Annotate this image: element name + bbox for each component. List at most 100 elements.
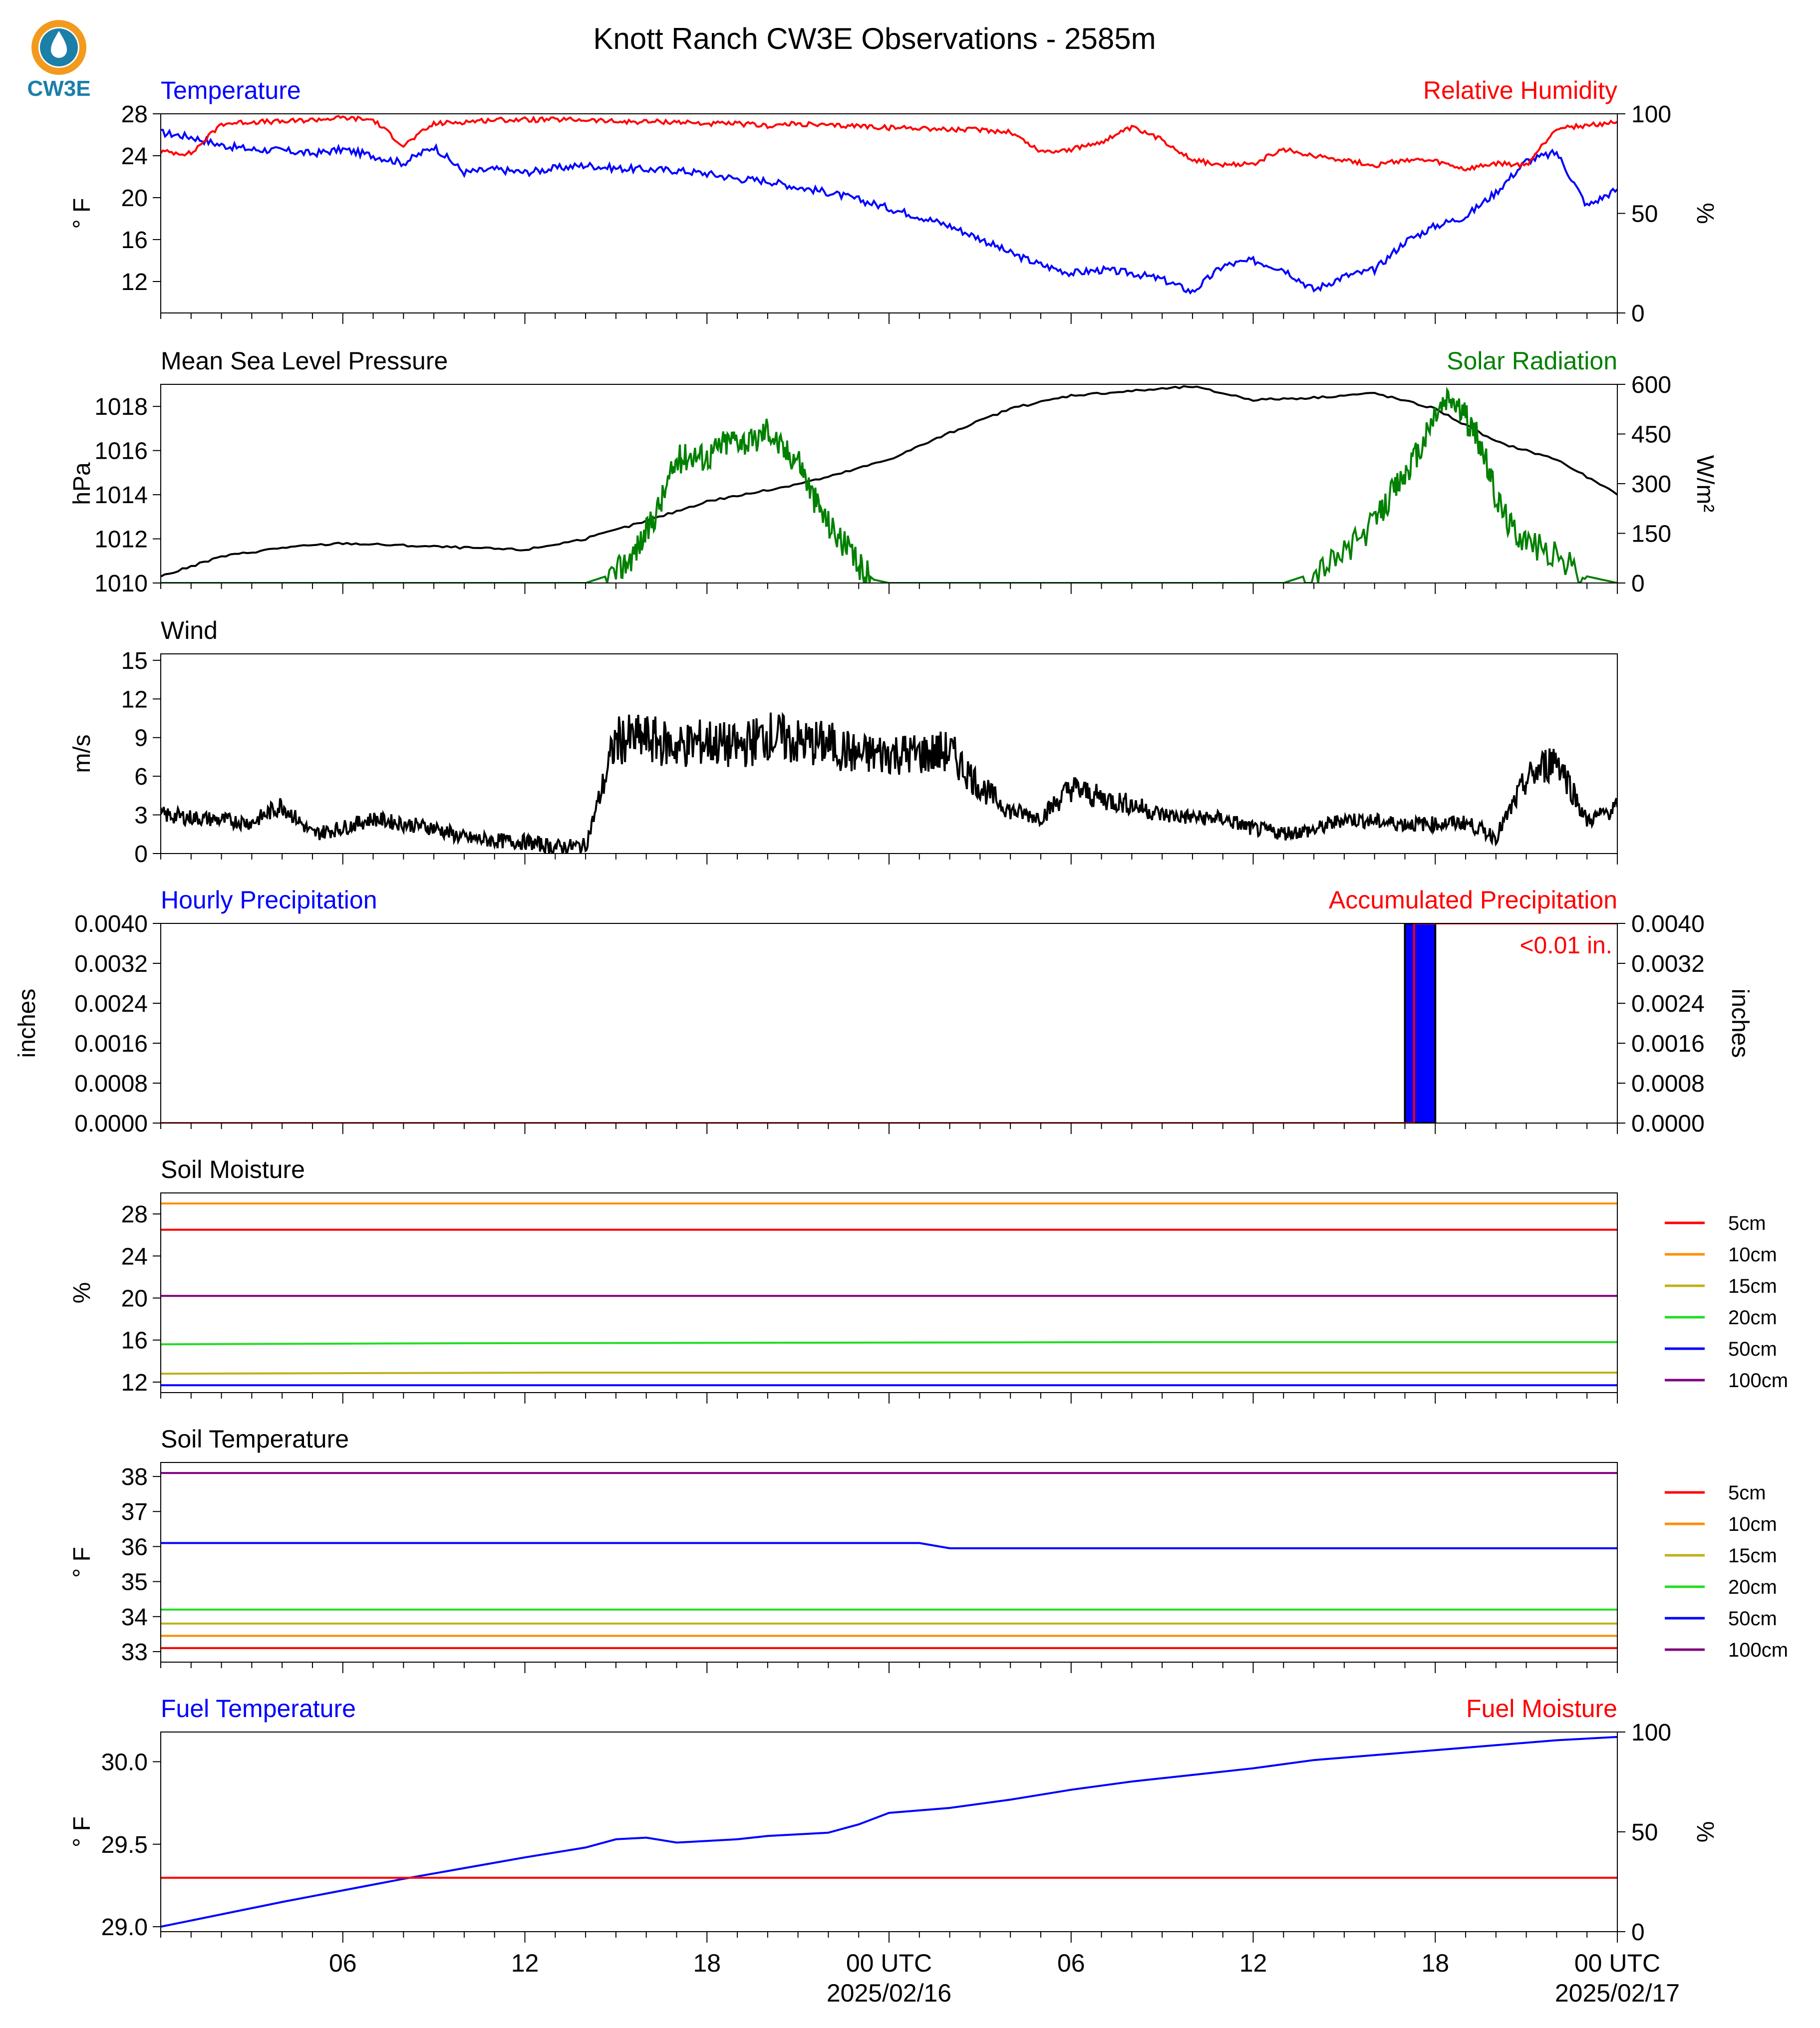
y-tick-label: 34 (121, 1604, 148, 1631)
legend-label: 15cm (1728, 1275, 1777, 1297)
logo-ring (31, 20, 86, 75)
y-tick-label: 38 (121, 1464, 148, 1490)
panel-title-right: Accumulated Precipitation (1329, 886, 1617, 914)
series-relative-humidity (161, 115, 1617, 172)
y2-tick-label: 50 (1631, 201, 1658, 228)
y-tick-label: 1014 (94, 482, 148, 509)
panel-soil_moisture: Soil Moisture 28 24 20 16 12% 5cm 10cm 15cm 20cm 5… (69, 1156, 1788, 1404)
legend-label: 50cm (1728, 1338, 1777, 1360)
cw3e-logo: CW3E (27, 20, 91, 101)
legend-label: 10cm (1728, 1244, 1777, 1266)
plot-area (161, 385, 1617, 583)
legend-label: 20cm (1728, 1576, 1777, 1598)
y-tick-label: 24 (121, 143, 148, 170)
panel-title-right: Relative Humidity (1423, 76, 1617, 104)
y-tick-label: 15 (121, 648, 148, 674)
panel-title-right: Fuel Moisture (1466, 1695, 1617, 1723)
y2-tick-label: 600 (1631, 372, 1671, 398)
y-tick-label: 0.0032 (74, 951, 148, 977)
plot-frame (160, 923, 1618, 1124)
y-tick-label: 0 (134, 841, 148, 868)
y-tick-label: 28 (121, 101, 148, 128)
legend-label: 100cm (1728, 1370, 1788, 1392)
panel-title-left: Wind (161, 616, 218, 644)
y-tick-label: 0.0008 (74, 1071, 148, 1097)
panel-title-left: Mean Sea Level Pressure (161, 347, 448, 375)
precip-bar (1404, 923, 1437, 1123)
y2-tick-label: 150 (1631, 521, 1671, 548)
y2-axis-label: inches (1727, 989, 1753, 1058)
series-solar-radiation (161, 386, 1617, 583)
y2-axis-label: % (1692, 203, 1718, 224)
legend-label: 100cm (1728, 1639, 1788, 1661)
y-tick-label: 12 (121, 1370, 148, 1396)
y2-tick-label: 450 (1631, 422, 1671, 448)
panel-title-right: Solar Radiation (1447, 347, 1617, 375)
x-tick-label: 00 UTC (846, 1949, 932, 1977)
y-tick-label: 16 (121, 1328, 148, 1354)
y-tick-label: 12 (121, 269, 148, 295)
series-fuel-temperature (161, 1736, 1617, 1928)
panel-fuel: Fuel Temperature Fuel Moisture 30.0 29.5 29.… (69, 1695, 1718, 1946)
y-tick-label: 0.0040 (74, 911, 148, 937)
panel-precipitation: Hourly Precipitation Accumulated Precipit… (14, 886, 1753, 1137)
series-wind (161, 712, 1617, 854)
x-tick-label: 18 (693, 1949, 721, 1977)
y2-tick-label: 0.0000 (1631, 1111, 1705, 1137)
y2-tick-label: 100 (1631, 101, 1671, 128)
plot-frame (160, 1192, 1618, 1393)
y2-tick-label: 0.0024 (1631, 991, 1705, 1017)
y-tick-label: 3 (134, 803, 148, 829)
plot-frame (160, 384, 1618, 583)
y-axis-label: ° F (69, 198, 95, 229)
series-mean-sea-level-pressure (161, 385, 1617, 578)
y-tick-label: 1018 (94, 394, 148, 420)
y-tick-label: 1012 (94, 527, 148, 553)
legend-label: 50cm (1728, 1608, 1777, 1630)
x-tick-label: 06 (1057, 1949, 1085, 1977)
series-accumulated-precipitation (161, 923, 1617, 1123)
y2-tick-label: 50 (1631, 1819, 1658, 1846)
y2-axis-label: % (1692, 1821, 1718, 1843)
y-tick-label: 20 (121, 1286, 148, 1312)
panel-title-left: Temperature (161, 76, 301, 104)
y-axis-label: inches (14, 989, 40, 1058)
y2-tick-label: 0.0040 (1631, 911, 1705, 937)
y-tick-label: 0.0016 (74, 1031, 148, 1057)
y-tick-label: 1016 (94, 438, 148, 465)
y2-tick-label: 0.0032 (1631, 951, 1705, 977)
y-axis-label: m/s (69, 734, 95, 773)
x-tick-label: 06 (329, 1949, 357, 1977)
y-tick-label: 36 (121, 1534, 148, 1560)
logo-text: CW3E (27, 76, 90, 101)
x-date-label: 2025/02/17 (1555, 1979, 1680, 2007)
y2-tick-label: 300 (1631, 471, 1671, 498)
precip-annotation: <0.01 in. (1520, 932, 1612, 959)
y-tick-label: 35 (121, 1569, 148, 1596)
legend-label: 5cm (1728, 1482, 1766, 1504)
legend-label: 5cm (1728, 1212, 1766, 1234)
y-tick-label: 30.0 (101, 1749, 148, 1776)
series-50cm (161, 1542, 1617, 1549)
y-tick-label: 16 (121, 227, 148, 254)
y2-tick-label: 0 (1631, 571, 1645, 597)
plot-frame (160, 653, 1618, 854)
plot-frame (160, 113, 1618, 313)
x-date-label: 2025/02/16 (827, 1979, 951, 2007)
y-tick-label: 0.0024 (74, 991, 148, 1017)
y2-tick-label: 0 (1631, 300, 1645, 327)
figure-title: Knott Ranch CW3E Observations - 2585m (593, 22, 1156, 55)
y2-tick-label: 0.0008 (1631, 1071, 1705, 1097)
y2-tick-label: 0 (1631, 1919, 1645, 1946)
legend-label: 10cm (1728, 1513, 1777, 1535)
y2-tick-label: 0.0016 (1631, 1031, 1705, 1057)
y-tick-label: 1010 (94, 571, 148, 597)
panel-temperature_rh: Temperature Relative Humidity 28 24 20 16 12 ° … (69, 76, 1718, 327)
x-tick-label: 12 (511, 1949, 539, 1977)
panel-title-left: Soil Temperature (161, 1425, 349, 1453)
y2-tick-label: 100 (1631, 1720, 1671, 1746)
panel-soil_temperature: Soil Temperature 38 37 36 35 34 33 ° F 5cm 10cm 15… (69, 1425, 1788, 1673)
water-drop-icon (51, 31, 67, 58)
series-temperature (161, 128, 1617, 295)
